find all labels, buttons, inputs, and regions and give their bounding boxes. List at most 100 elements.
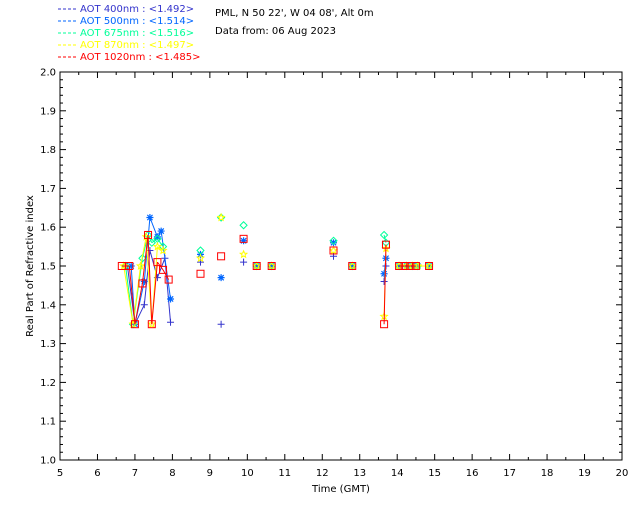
x-tick-label: 20 [616, 468, 629, 479]
data-point [253, 262, 261, 270]
data-point [252, 261, 262, 270]
y-tick-label: 1.0 [40, 456, 56, 467]
data-point [157, 227, 165, 235]
data-point [379, 230, 389, 240]
data-point [406, 262, 415, 270]
series-line-segment [151, 238, 158, 244]
data-point [135, 261, 146, 270]
x-tick-label: 17 [503, 468, 516, 479]
y-tick-label: 1.4 [40, 300, 56, 311]
plot-area [117, 212, 434, 329]
data-point [240, 258, 248, 266]
axis-ticks: 5 6 7 8 9 10 11 12 13 14 15 16 17 18 19 20 1.0 1.1 1.2 1.3 1… [40, 68, 628, 480]
data-point [147, 319, 157, 329]
data-point [144, 230, 153, 239]
y-tick-label: 1.3 [40, 339, 56, 350]
x-tick-label: 11 [278, 468, 291, 479]
x-tick-label: 13 [353, 468, 366, 479]
data-point [381, 240, 390, 249]
series-line-segment [157, 246, 164, 251]
x-tick-label: 7 [132, 468, 138, 479]
data-point [330, 239, 338, 247]
data-point [348, 262, 356, 270]
data-point [329, 246, 338, 255]
data-point [413, 261, 423, 270]
x-tick-label: 10 [241, 468, 254, 479]
data-point [267, 262, 276, 270]
y-tick-label: 1.8 [40, 145, 56, 156]
y-tick-label: 1.9 [40, 106, 56, 117]
data-point [252, 262, 261, 270]
x-tick-label: 15 [428, 468, 441, 479]
series-line-segment [164, 258, 172, 323]
y-tick-label: 1.2 [40, 378, 56, 389]
series-line-segment [128, 265, 136, 325]
data-point [147, 320, 156, 329]
y-tick-label: 1.7 [40, 184, 56, 195]
x-tick-label: 16 [466, 468, 479, 479]
data-point [125, 262, 134, 270]
data-point [425, 262, 434, 270]
data-point [217, 320, 225, 328]
x-tick-label: 5 [57, 468, 63, 479]
date-label: Data from: 06 Aug 2023 [215, 26, 336, 37]
series-aot-1020nm [117, 230, 434, 329]
data-point [146, 214, 154, 221]
data-point [146, 246, 154, 254]
x-tick-label: 9 [207, 468, 213, 479]
data-point [138, 279, 147, 288]
data-point [347, 261, 357, 270]
legend-entry: AOT 500nm : <1.514> [80, 16, 194, 27]
data-point [152, 241, 162, 251]
legend-entry: AOT 1020nm : <1.485> [80, 52, 200, 63]
x-tick-label: 8 [169, 468, 175, 479]
data-point [147, 238, 157, 247]
data-point [240, 237, 248, 245]
data-point [216, 212, 226, 222]
data-point [196, 269, 205, 278]
series-line-segment [123, 265, 134, 325]
data-point [380, 320, 389, 329]
y-tick-label: 1.1 [40, 417, 56, 428]
legend-entry: AOT 675nm : <1.516> [80, 28, 194, 39]
series-aot-500nm [127, 214, 433, 328]
data-point [140, 301, 148, 309]
data-point [239, 221, 248, 230]
data-point [158, 245, 168, 255]
series-line-segment [147, 234, 153, 325]
legend-entry: AOT 870nm : <1.497> [80, 40, 194, 51]
data-point [217, 252, 226, 261]
data-point [425, 262, 433, 270]
data-point [167, 318, 175, 326]
data-point [195, 253, 206, 263]
data-point [127, 262, 135, 270]
series-line-segment [160, 231, 172, 300]
legend-entry: AOT 400nm : <1.492> [80, 4, 194, 15]
data-point [267, 261, 277, 270]
data-point [239, 234, 248, 243]
series-line-segment [134, 283, 143, 325]
data-point [138, 254, 147, 263]
data-point [328, 245, 339, 255]
series-line-segment [162, 269, 170, 280]
data-point [395, 262, 404, 270]
site-label: PML, N 50 22', W 04 08', Alt 0m [215, 8, 374, 19]
x-axis-label: Time (GMT) [311, 484, 370, 495]
data-point [380, 278, 388, 286]
data-point [130, 320, 139, 329]
data-point [400, 262, 409, 270]
y-tick-label: 1.5 [40, 262, 56, 273]
x-tick-label: 6 [94, 468, 100, 479]
data-point [153, 233, 161, 241]
data-point [380, 270, 388, 278]
data-point [329, 236, 338, 245]
series-line-segment [141, 234, 149, 284]
y-tick-label: 2.0 [40, 68, 56, 79]
y-tick-label: 1.6 [40, 223, 56, 234]
data-point [239, 249, 249, 259]
series-line-segment [383, 244, 387, 325]
data-point [217, 274, 225, 282]
series-line-segment [140, 236, 147, 267]
data-point [167, 295, 175, 303]
